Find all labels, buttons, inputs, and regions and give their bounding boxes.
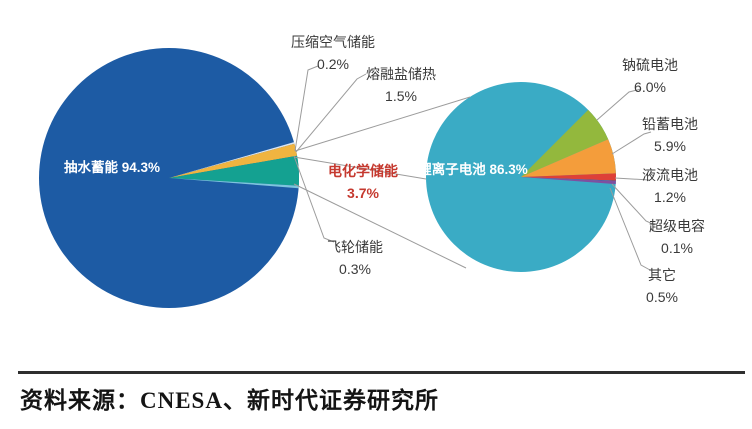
pie-overall-storage-slice-1 [169, 142, 295, 178]
leader-nas-line [596, 88, 642, 121]
pie-electrochemical-detail-slice-2 [521, 139, 616, 177]
callout-flow-battery: 液流电池 1.2% [642, 164, 698, 208]
pie-overall-storage [39, 48, 300, 308]
callout-lead-battery-value: 5.9% [654, 138, 686, 154]
callout-flow-battery-name: 液流电池 [642, 167, 698, 183]
leader-flow-line [614, 177, 650, 181]
callout-molten-salt: 熔融盐储热 1.5% [366, 63, 436, 107]
label-pumped-hydro-name: 抽水蓄能 [63, 160, 118, 175]
callout-other: 其它 0.5% [646, 264, 678, 308]
callout-molten-salt-name: 熔融盐储热 [366, 66, 436, 82]
leader-lines-group [293, 65, 656, 271]
callout-supercapacitor: 超级电容 0.1% [649, 215, 705, 259]
callout-electrochemical: 电化学储能 3.7% [328, 160, 398, 204]
leader-compressed-air-line [294, 65, 319, 152]
source-note: 资料来源：CNESA、新时代证券研究所 [20, 388, 439, 413]
callout-nas-battery-value: 6.0% [634, 79, 666, 95]
leader-molten-salt-line [295, 73, 367, 153]
pie-electrochemical-detail-slice-4 [521, 177, 616, 182]
label-pumped-hydro: 抽水蓄能 94.3% [64, 157, 160, 179]
callout-supercapacitor-value: 0.1% [661, 240, 693, 256]
callout-flow-battery-value: 1.2% [654, 189, 686, 205]
pie-electrochemical-detail [426, 82, 616, 272]
callout-compressed-air-value: 0.2% [317, 56, 349, 72]
pie-overall-storage-slice-2 [169, 143, 298, 178]
callout-supercapacitor-name: 超级电容 [649, 218, 705, 234]
callout-lead-battery: 铅蓄电池 5.9% [642, 113, 698, 157]
callout-other-value: 0.5% [646, 289, 678, 305]
callout-electrochemical-value: 3.7% [347, 185, 379, 201]
leader-lead-acid-line [611, 131, 652, 155]
callout-lead-battery-name: 铅蓄电池 [642, 116, 698, 132]
callout-other-name: 其它 [647, 267, 676, 283]
connector-mid-line [293, 156, 427, 180]
connector-bottom-line [293, 183, 467, 269]
callout-compressed-air: 压缩空气储能 0.2% [291, 31, 375, 75]
label-pumped-hydro-value: 94.3% [121, 160, 161, 175]
leader-other-line [609, 187, 651, 271]
callout-electrochemical-name: 电化学储能 [328, 163, 398, 179]
pie-overall-storage-slice-4 [169, 178, 299, 189]
pie-overall-storage-slice-3 [169, 155, 300, 186]
footer-divider [18, 371, 745, 374]
leader-supercap-line [611, 183, 656, 226]
pie-electrochemical-detail-slice-5 [521, 177, 616, 185]
connector-top-line [294, 96, 471, 152]
callout-compressed-air-name: 压缩空气储能 [291, 34, 375, 50]
pie-electrochemical-detail-slice-3 [521, 173, 616, 181]
callout-molten-salt-value: 1.5% [385, 88, 417, 104]
callout-nas-battery: 钠硫电池 6.0% [622, 54, 678, 98]
callout-flywheel: 飞轮储能 0.3% [327, 236, 383, 280]
leader-flywheel-line [293, 155, 335, 243]
pie-electrochemical-detail-slice-1 [521, 109, 609, 177]
label-lithium-ion-value: 86.3% [489, 162, 528, 177]
callout-flywheel-name: 飞轮储能 [327, 239, 383, 255]
callout-nas-battery-name: 钠硫电池 [622, 57, 678, 73]
label-lithium-ion: 锂离子电池 86.3% [418, 159, 528, 181]
label-lithium-ion-name: 锂离子电池 [418, 162, 486, 177]
callout-flywheel-value: 0.3% [339, 261, 371, 277]
pies-group [39, 48, 616, 308]
